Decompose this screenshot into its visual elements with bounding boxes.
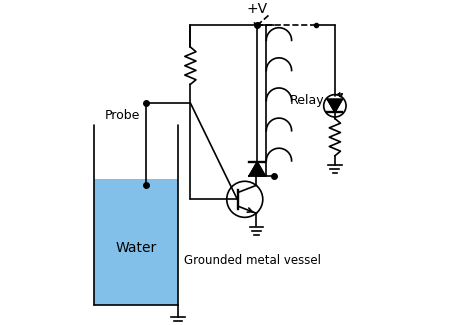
Text: Probe: Probe — [104, 109, 140, 122]
Text: Water: Water — [115, 241, 156, 255]
Text: +V: +V — [246, 2, 268, 16]
Polygon shape — [249, 162, 265, 176]
Text: Relay: Relay — [290, 94, 324, 107]
Text: Grounded metal vessel: Grounded metal vessel — [184, 254, 321, 267]
Bar — [94, 179, 178, 305]
Polygon shape — [328, 99, 342, 112]
